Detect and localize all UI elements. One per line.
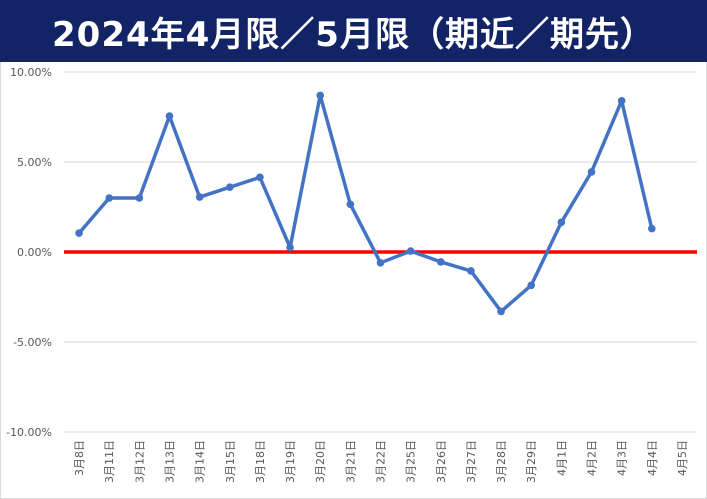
y-tick-label: 10.00% <box>10 66 52 79</box>
chart-title-bar: 2024年4月限／5月限（期近／期先） <box>0 0 707 62</box>
x-tick-label: 3月21日 <box>344 440 357 483</box>
x-tick-label: 3月12日 <box>133 440 146 483</box>
x-tick-label: 3月29日 <box>525 440 538 483</box>
data-point <box>406 247 415 255</box>
x-tick-label: 3月28日 <box>495 440 508 483</box>
data-point <box>617 97 626 105</box>
x-tick-label: 4月1日 <box>555 440 568 476</box>
data-point <box>165 112 174 120</box>
data-point <box>557 218 566 227</box>
data-point <box>195 193 204 201</box>
y-tick-label: -10.00% <box>6 426 52 439</box>
data-point <box>346 200 355 209</box>
x-tick-label: 3月20日 <box>314 440 327 483</box>
x-tick-label: 3月26日 <box>435 440 448 483</box>
x-tick-label: 4月4日 <box>646 440 659 476</box>
y-tick-label: 0.00% <box>17 246 52 259</box>
x-axis-ticks: 3月8日 3月11日 3月12日 3月13日 3月14日 3月15日 3月18日 3月19日 3… <box>73 440 689 483</box>
x-tick-label: 4月2日 <box>586 440 599 476</box>
data-point <box>527 281 536 290</box>
data-point <box>647 224 656 233</box>
series-line <box>77 93 654 314</box>
chart-title: 2024年4月限／5月限（期近／期先） <box>52 14 655 55</box>
y-tick-label: -5.00% <box>13 336 52 349</box>
x-tick-label: 3月14日 <box>194 440 207 483</box>
data-point <box>587 168 596 176</box>
x-tick-label: 3月18日 <box>254 440 267 483</box>
data-point <box>316 91 325 100</box>
data-point <box>225 183 234 191</box>
data-point <box>105 194 114 202</box>
x-tick-label: 4月3日 <box>616 440 629 476</box>
y-tick-label: 5.00% <box>17 156 52 169</box>
data-point <box>286 243 294 252</box>
x-tick-label: 3月11日 <box>103 440 116 483</box>
x-tick-label: 3月8日 <box>73 440 86 476</box>
data-point <box>436 258 445 266</box>
x-tick-label: 3月22日 <box>375 440 388 483</box>
data-point <box>376 259 385 267</box>
x-tick-label: 4月5日 <box>676 440 689 476</box>
x-tick-label: 3月25日 <box>405 440 418 483</box>
y-axis-ticks: 10.00% 5.00% 0.00% -5.00% -10.00% <box>6 66 52 439</box>
data-point <box>256 173 264 182</box>
data-point <box>135 194 144 202</box>
x-tick-label: 3月19日 <box>284 440 297 483</box>
x-tick-label: 3月13日 <box>164 440 177 483</box>
series-group <box>75 91 656 316</box>
x-tick-label: 3月15日 <box>224 440 237 483</box>
x-tick-label: 3月27日 <box>465 440 478 483</box>
data-point <box>467 267 475 275</box>
data-point <box>75 229 83 237</box>
data-point <box>497 307 505 316</box>
